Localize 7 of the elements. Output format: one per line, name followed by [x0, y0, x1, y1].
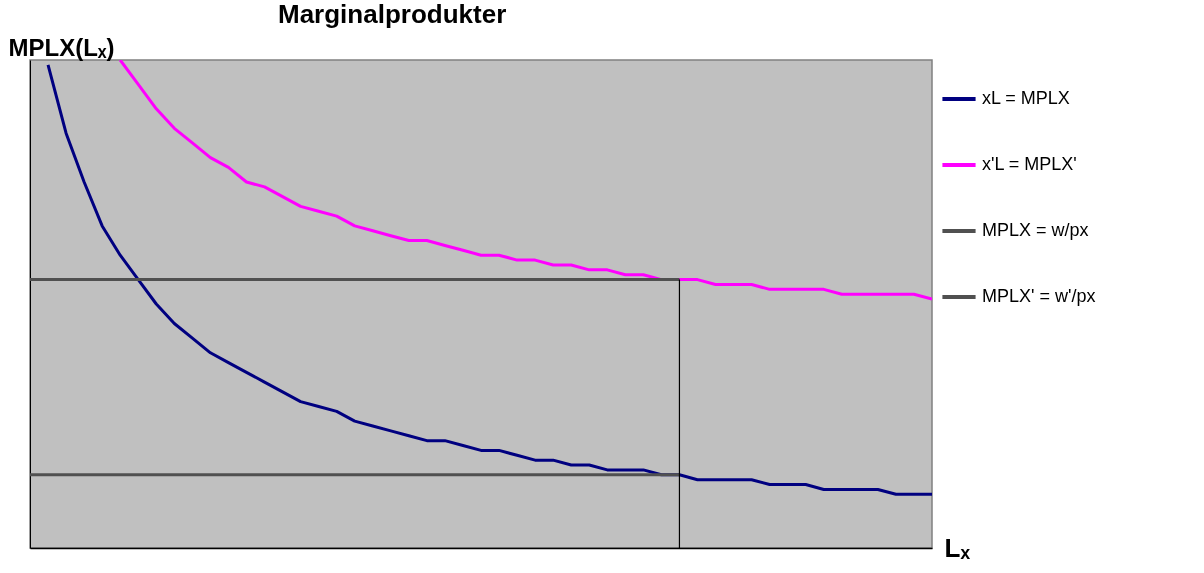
legend-label: x'L = MPLX' [982, 154, 1077, 174]
legend-label: MPLX = w/px [982, 220, 1089, 240]
chart-title: Marginalprodukter [278, 0, 507, 29]
x-axis-title: Lₓ [944, 532, 971, 563]
legend-label: xL = MPLX [982, 88, 1070, 108]
legend-label: MPLX' = w'/px [982, 286, 1096, 306]
y-axis-title: MPLX(Lₓ) [8, 33, 115, 61]
